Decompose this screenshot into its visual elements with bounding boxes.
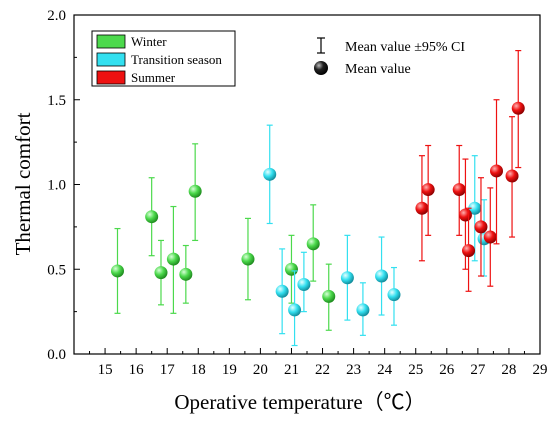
summer-point-0 <box>415 155 429 262</box>
y-tick-label-0: 0.0 <box>47 347 66 363</box>
transition-mean-marker-0 <box>263 167 277 181</box>
summer-mean-marker-0 <box>415 201 429 215</box>
x-tick-label-13: 28 <box>501 362 516 378</box>
statistic-legend: Mean value ±95% CI Mean value <box>314 37 465 77</box>
winter-point-0 <box>110 227 124 314</box>
winter-point-1 <box>145 177 159 257</box>
y-tick-label-3: 1.5 <box>47 93 66 109</box>
winter-mean-marker-7 <box>284 262 298 276</box>
legend-label-winter: Winter <box>131 34 167 49</box>
winter-point-9 <box>322 263 336 331</box>
x-tick-label-4: 19 <box>222 362 237 378</box>
data-marks <box>110 49 525 347</box>
winter-mean-marker-6 <box>241 252 255 266</box>
transition-mean-marker-8 <box>468 201 482 215</box>
transition-point-6 <box>375 236 389 316</box>
winter-point-2 <box>154 239 168 306</box>
transition-point-4 <box>340 234 354 321</box>
season-legend: Winter Transition season Summer <box>91 30 236 87</box>
winter-point-6 <box>241 217 255 301</box>
axes: 15 16 17 18 19 20 21 22 23 24 25 26 27 28 29 0.0 0.5 1.0 1… <box>47 8 547 378</box>
summer-point-9 <box>511 49 525 169</box>
summer-mean-marker-2 <box>452 183 466 197</box>
summer-mean-marker-5 <box>474 220 488 234</box>
winter-mean-marker-9 <box>322 289 336 303</box>
x-tick-label-8: 23 <box>346 362 361 378</box>
winter-mean-marker-8 <box>306 237 320 251</box>
x-tick-label-11: 26 <box>439 362 455 378</box>
legend-swatch-transition <box>96 52 126 67</box>
summer-mean-marker-4 <box>462 244 476 258</box>
error-bar-icon <box>317 37 325 54</box>
x-tick-label-7: 22 <box>315 362 330 378</box>
summer-mean-marker-7 <box>490 164 504 178</box>
x-tick-label-6: 21 <box>284 362 299 378</box>
legend-label-summer: Summer <box>131 70 176 85</box>
winter-mean-marker-0 <box>110 264 124 278</box>
transition-mean-marker-7 <box>387 288 401 302</box>
black-ball-icon <box>314 61 328 75</box>
winter-mean-marker-1 <box>145 210 159 224</box>
y-tick-label-1: 0.5 <box>47 262 66 278</box>
transition-point-5 <box>356 282 370 336</box>
transition-mean-marker-3 <box>297 278 311 292</box>
transition-point-0 <box>263 124 277 225</box>
transition-point-7 <box>387 266 401 326</box>
legend-swatch-winter <box>96 34 126 49</box>
summer-mean-marker-1 <box>421 183 435 197</box>
x-tick-label-14: 29 <box>533 362 548 378</box>
legend-swatch-summer <box>96 70 126 85</box>
summer-point-8 <box>505 116 519 238</box>
summer-point-2 <box>452 144 466 236</box>
winter-mean-marker-4 <box>179 267 193 281</box>
summer-mean-marker-9 <box>511 101 525 115</box>
winter-point-8 <box>306 204 320 282</box>
transition-mean-marker-4 <box>340 271 354 285</box>
transition-point-1 <box>275 248 289 335</box>
summer-mean-marker-6 <box>483 230 497 244</box>
summer-point-6 <box>483 187 497 287</box>
x-tick-label-1: 16 <box>129 362 145 378</box>
transition-mean-marker-5 <box>356 303 370 317</box>
x-tick-label-5: 20 <box>253 362 268 378</box>
winter-mean-marker-3 <box>166 252 180 266</box>
legend-label-transition: Transition season <box>131 52 222 67</box>
summer-point-5 <box>474 177 488 277</box>
x-tick-label-0: 15 <box>98 362 113 378</box>
transition-point-8 <box>468 155 482 262</box>
legend-label-mean: Mean value <box>345 62 411 77</box>
x-axis-title: Operative temperature（℃） <box>174 390 425 414</box>
x-tick-label-9: 24 <box>377 362 393 378</box>
summer-mean-marker-8 <box>505 169 519 183</box>
transition-mean-marker-1 <box>275 284 289 298</box>
summer-point-1 <box>421 144 435 236</box>
y-tick-label-4: 2.0 <box>47 8 66 24</box>
y-tick-label-2: 1.0 <box>47 178 66 194</box>
transition-point-2 <box>288 270 302 347</box>
legend-label-ci: Mean value ±95% CI <box>345 40 465 55</box>
x-tick-label-12: 27 <box>470 362 486 378</box>
x-tick-label-2: 17 <box>160 362 176 378</box>
winter-point-5 <box>188 143 202 242</box>
x-tick-label-3: 18 <box>191 362 206 378</box>
summer-point-4 <box>462 207 476 292</box>
summer-point-7 <box>490 99 504 245</box>
x-tick-label-10: 25 <box>408 362 423 378</box>
winter-mean-marker-2 <box>154 266 168 280</box>
winter-mean-marker-5 <box>188 184 202 198</box>
winter-point-3 <box>166 205 180 314</box>
y-axis-title: Thermal comfort <box>11 112 35 255</box>
transition-mean-marker-6 <box>375 269 389 283</box>
summer-mean-marker-3 <box>458 208 472 222</box>
transition-mean-marker-2 <box>288 303 302 317</box>
transition-point-3 <box>297 251 311 313</box>
winter-point-4 <box>179 244 193 304</box>
